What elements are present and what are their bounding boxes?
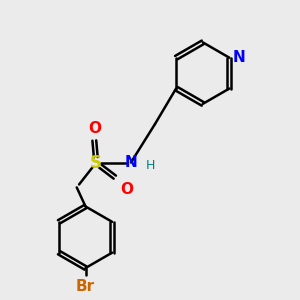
Text: H: H [146,159,155,172]
Text: Br: Br [76,279,95,294]
Text: O: O [121,182,134,196]
Text: N: N [233,50,246,65]
Text: N: N [124,155,137,170]
Text: O: O [88,121,101,136]
Text: S: S [90,154,102,172]
